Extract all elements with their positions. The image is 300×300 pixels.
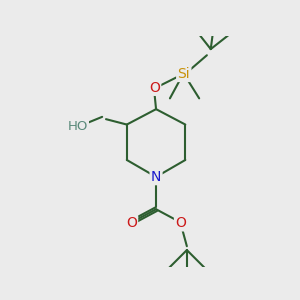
Text: N: N: [151, 170, 161, 184]
Text: O: O: [126, 216, 137, 230]
Text: Si: Si: [178, 67, 190, 81]
Text: HO: HO: [67, 120, 88, 133]
Text: O: O: [175, 216, 186, 230]
Text: O: O: [149, 81, 160, 94]
